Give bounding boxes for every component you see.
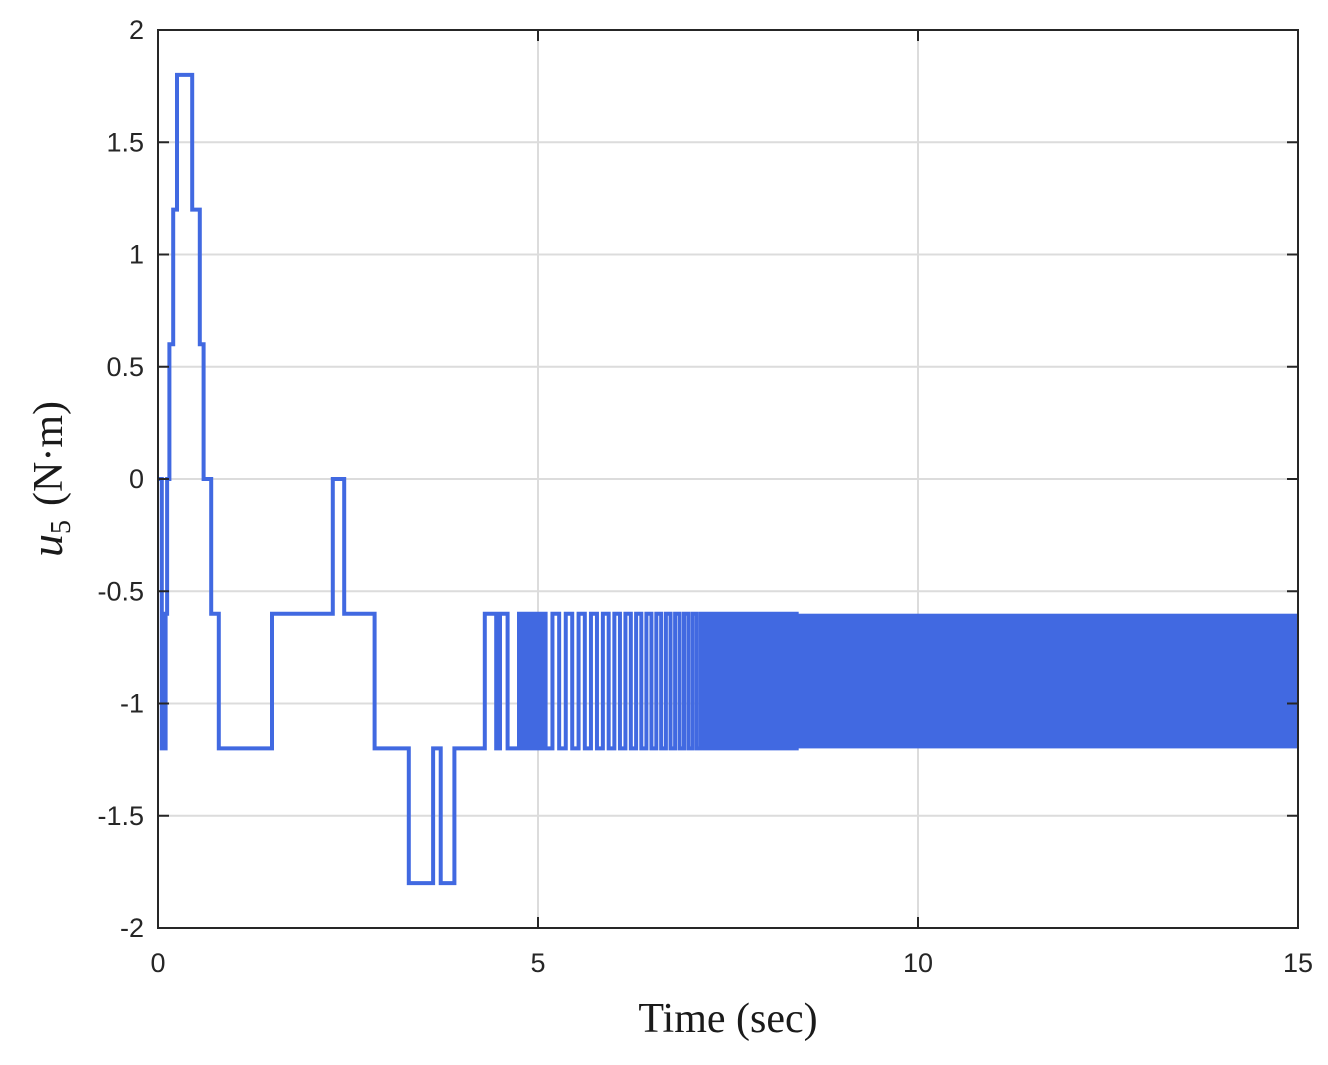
y-axis-label-unit: (N·m) <box>26 401 72 506</box>
y-tick-label: -1.5 <box>97 801 144 831</box>
tick-layer: -2 -1.5 -1 -0.5 0 0.5 1 1.5 2 0 5 10 15 <box>97 15 1313 978</box>
x-tick-label: 0 <box>150 948 165 978</box>
series-line <box>158 72 799 886</box>
x-tick-label: 15 <box>1283 948 1313 978</box>
y-tick-label: -1 <box>120 689 144 719</box>
grid-layer <box>158 30 1298 928</box>
series-layer <box>158 72 1298 886</box>
x-tick-label: 5 <box>530 948 545 978</box>
y-tick-label: 0 <box>129 464 144 494</box>
y-tick-label: -2 <box>120 913 144 943</box>
y-tick-label: 0.5 <box>106 352 144 382</box>
y-tick-label: 2 <box>129 15 144 45</box>
x-axis-label: Time (sec) <box>638 996 817 1042</box>
y-tick-label: 1 <box>129 240 144 270</box>
series-dense-band <box>796 613 1298 749</box>
y-tick-label: -0.5 <box>97 576 144 606</box>
y-axis-label-var: u <box>21 534 72 557</box>
y-axis-label-sub: 5 <box>46 520 77 534</box>
y-axis-label: u5 (N·m) <box>21 401 77 557</box>
y-tick-label: 1.5 <box>106 127 144 157</box>
x-tick-label: 10 <box>903 948 933 978</box>
